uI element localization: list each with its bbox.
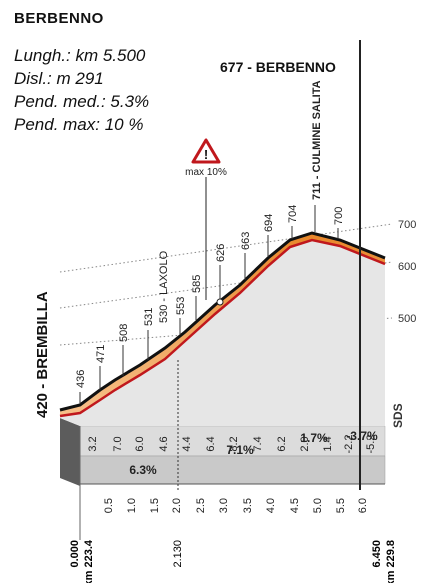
altitude-point: 436 — [75, 370, 87, 388]
altitude-point: 626 — [215, 244, 227, 262]
sector-grade: 1.7% — [300, 431, 328, 445]
sector-grade: 7.1% — [226, 443, 254, 457]
segment-grade: 6.0 — [134, 436, 146, 451]
km-tick: 4.0 — [265, 498, 277, 513]
sector-grade: 6.3% — [129, 463, 157, 477]
altitude-point: 531 — [143, 308, 155, 326]
km-tick: 3.5 — [242, 498, 254, 513]
km-start: 0.000 — [69, 540, 81, 568]
altitude-point: 508 — [118, 324, 130, 342]
start-label: 420 - BREMBILLA — [34, 291, 51, 418]
altitude-point-summit: 711 - CULMINE SALITA — [311, 80, 323, 200]
km-ticks: 0.5 1.0 1.5 2.0 2.5 3.0 3.5 4.0 4.5 5.0 … — [103, 498, 369, 513]
km-tick: 0.5 — [103, 498, 115, 513]
max-grade-info: Pend. max: 10 % — [14, 115, 144, 134]
warning-sign: ! max 10% — [185, 138, 227, 300]
warning-label: max 10% — [185, 167, 227, 178]
segment-grade: 7.4 — [252, 436, 264, 451]
climb-info: Lungh.: km 5.500 Disl.: m 291 Pend. med.… — [14, 44, 149, 136]
altitude-point: 700 — [333, 207, 345, 225]
segment-grade: 1.4 — [322, 436, 334, 451]
warning-exclamation-icon: ! — [204, 147, 208, 162]
sector-grade: -3.7% — [346, 429, 378, 443]
segment-grade: 7.0 — [112, 436, 124, 451]
altitude-point: 694 — [263, 214, 275, 232]
avg-grade-info: Pend. med.: 5.3% — [14, 92, 150, 111]
sds-label: SDS — [391, 403, 405, 428]
segment-grade: -5.2 — [365, 435, 377, 454]
segment-grade: 8.2 — [228, 436, 240, 451]
km-tick: 6.0 — [357, 498, 369, 513]
altitude-point: 663 — [240, 232, 252, 250]
km-start-total: km 223.4 — [83, 539, 95, 583]
segment-grade: 4.6 — [158, 436, 170, 451]
km-tick: 1.0 — [126, 498, 138, 513]
km-tick: 5.0 — [312, 498, 324, 513]
altitude-point: 704 — [287, 205, 299, 223]
km-tick: 2.0 — [171, 498, 183, 513]
segment-grade: 2.0 — [299, 436, 311, 451]
altitude-label-700: 700 — [398, 219, 416, 231]
segment-grade: 6.2 — [276, 436, 288, 451]
segment-grades: 3.2 7.0 6.0 4.6 4.4 6.4 8.2 7.4 6.2 2.0 … — [87, 435, 377, 454]
km-tick: 2.5 — [195, 498, 207, 513]
altitude-label-500: 500 — [398, 313, 416, 325]
altitude-point: 471 — [95, 345, 107, 363]
profile-base — [60, 418, 386, 486]
profile-surface — [59, 231, 386, 426]
segment-grade: 3.2 — [87, 436, 99, 451]
km-tick: 3.0 — [218, 498, 230, 513]
km-end: 6.450 — [371, 540, 383, 568]
climb-title: BERBENNO — [14, 10, 104, 27]
segment-grade: 6.4 — [205, 436, 217, 451]
altitude-point-laxolo: 530 - LAXOLO — [158, 250, 170, 323]
segment-grade: -2.2 — [343, 435, 355, 454]
summit-label: 677 - BERBENNO — [220, 59, 336, 75]
km-tick: 5.5 — [335, 498, 347, 513]
segment-grade: 4.4 — [181, 436, 193, 451]
altitude-point: 553 — [175, 297, 187, 315]
altitude-points: 436 471 508 531 530 - LAXOLO 553 585 626… — [75, 80, 345, 404]
km-tick: 1.5 — [149, 498, 161, 513]
km-tick: 4.5 — [289, 498, 301, 513]
altitude-label-600: 600 — [398, 261, 416, 273]
km-end-total: km 229.8 — [385, 540, 397, 583]
sector-grades: 6.3% 7.1% 1.7% -3.7% — [129, 429, 378, 477]
climb-info-elevation: Disl.: m 291 — [14, 69, 104, 88]
length-info: Lungh.: km 5.500 — [14, 46, 146, 65]
warning-triangle-icon — [191, 138, 221, 164]
altitude-point: 585 — [191, 275, 203, 293]
km-laxolo: 2.130 — [172, 540, 184, 568]
